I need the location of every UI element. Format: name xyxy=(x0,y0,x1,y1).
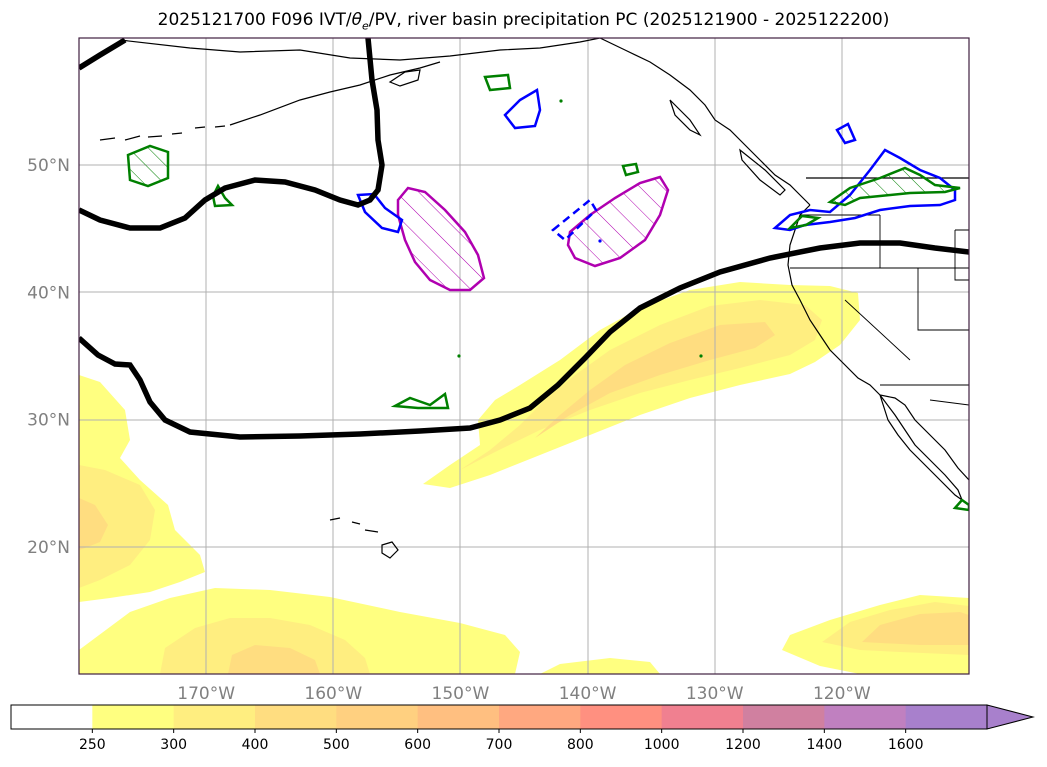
ivt-400-contour-sw xyxy=(79,498,108,550)
colorbar-tick-label: 800 xyxy=(567,737,594,753)
colorbar-tick-label: 600 xyxy=(404,737,431,753)
green-region-aleutian xyxy=(126,144,170,188)
colorbar-swatch xyxy=(661,705,744,729)
title-theta-sub: e xyxy=(362,19,369,33)
pv-contour-main xyxy=(79,240,969,440)
green-region-mexico xyxy=(952,498,969,512)
lon-label: 130°W xyxy=(686,684,744,704)
colorbar-swatch xyxy=(336,705,419,729)
longitude-labels: 170°W 160°W 150°W 140°W 130°W 120°W xyxy=(177,684,871,704)
colorbar-tick-label: 1400 xyxy=(807,737,843,753)
lat-label: 40°N xyxy=(27,283,70,303)
colorbar-tick-label: 700 xyxy=(486,737,513,753)
green-region-nwcoast xyxy=(826,166,961,207)
colorbar-swatch xyxy=(743,705,825,729)
colorbar-extend-arrow xyxy=(986,704,1035,730)
alaska-panhandle xyxy=(599,38,811,206)
lon-label: 120°W xyxy=(813,684,871,704)
colorbar: 250 300 400 500 600 700 800 1000 1200 1400 1600 xyxy=(10,704,1035,753)
lon-label: 160°W xyxy=(304,684,362,704)
lon-label: 150°W xyxy=(432,684,490,704)
colorbar-tick-label: 400 xyxy=(242,737,269,753)
colorbar-tick-label: 300 xyxy=(160,737,187,753)
green-region-small-2 xyxy=(621,162,640,177)
colorbar-swatch xyxy=(173,705,256,729)
graticule xyxy=(79,38,969,674)
blue-dot-1 xyxy=(598,239,602,243)
green-dot-3 xyxy=(559,99,563,103)
colorbar-swatch xyxy=(11,705,93,729)
map-area xyxy=(79,38,969,674)
lat-label: 20°N xyxy=(27,538,70,558)
magenta-region-central xyxy=(396,186,486,292)
green-region-small-1 xyxy=(211,183,235,208)
bc-islands xyxy=(669,99,786,196)
green-dot-2 xyxy=(699,354,703,358)
colorbar-swatch xyxy=(905,705,988,729)
colorbar-tick-label: 500 xyxy=(323,737,350,753)
title-prefix: 2025121700 F096 IVT/ xyxy=(157,10,352,30)
green-region-alaska xyxy=(483,73,512,92)
colorbar-tick-label: 1600 xyxy=(888,737,924,753)
colorbar-swatch xyxy=(824,705,907,729)
ivt-300-contour-sw xyxy=(79,465,155,588)
map-frame xyxy=(78,37,970,675)
colorbar-swatch xyxy=(580,705,663,729)
colorbar-tick-label: 1000 xyxy=(644,737,680,753)
title-suffix: /PV, river basin precipitation PC (20251… xyxy=(368,10,890,30)
green-region-oregon xyxy=(786,214,822,230)
colorbar-swatch xyxy=(499,705,581,729)
lon-label: 140°W xyxy=(559,684,617,704)
colorbar-tick-label: 1200 xyxy=(725,737,761,753)
coastlines xyxy=(99,38,969,559)
blue-region-bc xyxy=(835,122,857,145)
lat-label: 30°N xyxy=(27,411,70,431)
lat-label: 50°N xyxy=(27,156,70,176)
alaska-peninsula xyxy=(229,61,441,126)
blue-region-north xyxy=(503,87,542,130)
map-title: 2025121700 F096 IVT/θe/PV, river basin p… xyxy=(0,10,1047,32)
ivt-250-contour-south-strip xyxy=(540,658,660,674)
title-theta: θ xyxy=(351,10,362,30)
green-region-subtropic xyxy=(390,391,450,410)
latitude-labels: 50°N 40°N 30°N 20°N xyxy=(27,156,70,558)
green-dot-1 xyxy=(457,354,461,358)
magenta-region-east xyxy=(566,175,670,268)
kodiak-island xyxy=(388,69,421,87)
precip-regions xyxy=(126,73,969,512)
ivt-400-contour-se xyxy=(862,612,969,645)
alaska-coast xyxy=(119,38,601,61)
aleutian-islands xyxy=(99,125,226,141)
colorbar-tick-label: 250 xyxy=(79,737,106,753)
blue-region-nwcoast xyxy=(772,148,957,232)
blue-region-dashed xyxy=(551,198,598,242)
ivt-400-contour-south xyxy=(228,645,320,674)
colorbar-swatch xyxy=(417,705,500,729)
colorbar-swatch xyxy=(255,705,337,729)
pv-contours xyxy=(79,38,969,440)
colorbar-swatch xyxy=(92,705,175,729)
pv-contour-north xyxy=(79,38,127,71)
lon-label: 170°W xyxy=(177,684,235,704)
hawaii-islands xyxy=(329,517,399,559)
pv-contour-trough xyxy=(79,38,385,231)
